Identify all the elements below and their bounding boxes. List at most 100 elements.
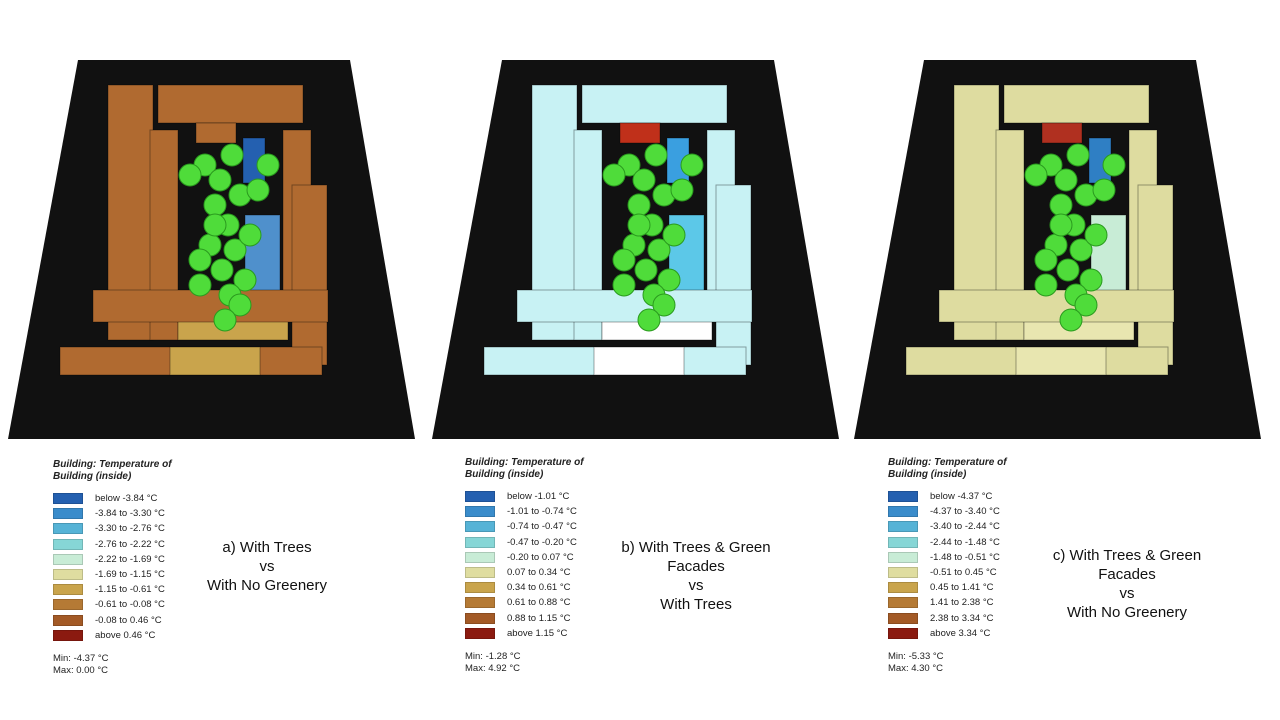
legend-item: -2.44 to -1.48 °C [888, 535, 1038, 550]
legend-label: 0.45 to 1.41 °C [930, 582, 994, 594]
tree-canopy [203, 213, 227, 237]
legend-label: below -1.01 °C [507, 491, 570, 503]
legend-item: -0.08 to 0.46 °C [53, 613, 203, 628]
caption-line: a) With Trees [222, 539, 312, 556]
legend-label: -1.01 to -0.74 °C [507, 506, 577, 518]
legend-item: above 1.15 °C [465, 626, 615, 641]
max-value: Max: 0.00 °C [53, 664, 109, 676]
legend-label: above 0.46 °C [95, 629, 156, 641]
legend-label: 0.07 to 0.34 °C [507, 567, 571, 579]
legend-item: below -3.84 °C [53, 491, 203, 506]
legend-label: -2.76 to -2.22 °C [95, 538, 165, 550]
tree-canopy [1049, 193, 1073, 217]
legend-swatch [53, 538, 83, 550]
legend-item: above 3.34 °C [888, 626, 1038, 641]
building-block [157, 84, 304, 124]
panel-b: Building: Temperature of Building (insid… [424, 0, 854, 720]
legend-item: -0.51 to 0.45 °C [888, 565, 1038, 580]
tree-canopy [228, 293, 252, 317]
legend-swatch [53, 599, 83, 611]
building-block [1003, 84, 1150, 124]
legend-label: 0.61 to 0.88 °C [507, 597, 571, 609]
legend-item: below -4.37 °C [888, 489, 1038, 504]
legend-swatch [465, 506, 495, 518]
building-block [169, 346, 261, 376]
tree-canopy [256, 153, 280, 177]
legend-title: Building: Temperature of Building (insid… [465, 457, 584, 480]
tree-canopy [644, 143, 668, 167]
legend-swatch [888, 612, 918, 624]
legend-item: 0.07 to 0.34 °C [465, 565, 615, 580]
legend-label: -2.22 to -1.69 °C [95, 553, 165, 565]
panel-a: Building: Temperature of Building (insid… [0, 0, 430, 720]
tree-canopy [1049, 213, 1073, 237]
caption-line: vs [259, 558, 275, 575]
legend-swatch [53, 584, 83, 596]
legend-swatch [888, 627, 918, 639]
legend-label: -1.48 to -0.51 °C [930, 551, 1000, 563]
legend-swatch [888, 506, 918, 518]
caption-line: Facades [667, 558, 725, 575]
legend-label: -3.84 to -3.30 °C [95, 508, 165, 520]
legend-item: 0.61 to 0.88 °C [465, 595, 615, 610]
tree-canopy [632, 168, 656, 192]
legend-item: -0.61 to -0.08 °C [53, 597, 203, 612]
tree-canopy [647, 238, 671, 262]
tree-canopy [680, 153, 704, 177]
tree-canopy [637, 308, 661, 332]
tree-canopy [1066, 143, 1090, 167]
legend-rows: below -3.84 °C -3.84 to -3.30 °C -3.30 t… [53, 491, 203, 643]
scene-map-a [8, 60, 415, 439]
building-block [715, 184, 752, 366]
legend-swatch [465, 582, 495, 594]
tree-canopy [210, 258, 234, 282]
buildings-a [59, 84, 329, 376]
legend-item: -4.37 to -3.40 °C [888, 504, 1038, 519]
legend-a: Building: Temperature of Building (insid… [53, 459, 203, 677]
max-value: Max: 4.30 °C [888, 662, 944, 674]
legend-swatch [465, 597, 495, 609]
legend-item: -3.40 to -2.44 °C [888, 519, 1038, 534]
building-block [1015, 346, 1107, 376]
building-block [291, 184, 328, 366]
tree-canopy [1059, 308, 1083, 332]
tree-canopy [627, 193, 651, 217]
legend-item: -3.30 to -2.76 °C [53, 521, 203, 536]
building-block [593, 346, 685, 376]
tree-canopy [238, 223, 262, 247]
tree-canopy [657, 268, 681, 292]
tree-canopy [246, 178, 270, 202]
caption-line: b) With Trees & Green [621, 539, 771, 556]
legend-swatch [53, 569, 83, 581]
tree-canopy [1092, 178, 1116, 202]
legend-label: -1.15 to -0.61 °C [95, 584, 165, 596]
tree-canopy [223, 238, 247, 262]
building-block [92, 289, 329, 323]
legend-label: -3.40 to -2.44 °C [930, 521, 1000, 533]
min-max: Min: -1.28 °C Max: 4.92 °C [465, 651, 615, 675]
legend-item: -0.20 to 0.07 °C [465, 550, 615, 565]
legend-item: -2.76 to -2.22 °C [53, 537, 203, 552]
min-value: Min: -1.28 °C [465, 650, 521, 662]
legend-label: below -3.84 °C [95, 493, 158, 505]
tree-canopy [602, 163, 626, 187]
legend-b: Building: Temperature of Building (insid… [465, 457, 615, 675]
legend-swatch [888, 521, 918, 533]
legend-swatch [888, 491, 918, 503]
legend-swatch [53, 553, 83, 565]
legend-label: 1.41 to 2.38 °C [930, 597, 994, 609]
tree-canopy [1034, 248, 1058, 272]
min-value: Min: -5.33 °C [888, 650, 944, 662]
building-block [195, 122, 237, 144]
tree-canopy [213, 308, 237, 332]
tree-canopy [1084, 223, 1108, 247]
legend-label: above 1.15 °C [507, 627, 568, 639]
legend-rows: below -1.01 °C -1.01 to -0.74 °C -0.74 t… [465, 489, 615, 641]
tree-canopy [1102, 153, 1126, 177]
max-value: Max: 4.92 °C [465, 662, 521, 674]
legend-swatch [888, 567, 918, 579]
legend-label: -0.20 to 0.07 °C [507, 551, 574, 563]
tree-canopy [670, 178, 694, 202]
tree-canopy [1034, 273, 1058, 297]
legend-item: -1.48 to -0.51 °C [888, 550, 1038, 565]
